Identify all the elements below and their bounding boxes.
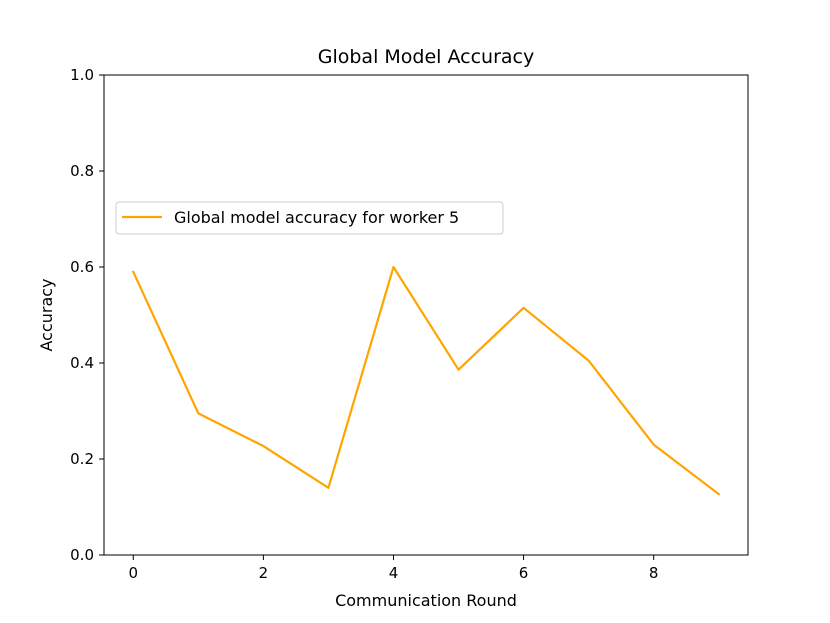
legend-entry-label: Global model accuracy for worker 5	[174, 208, 459, 227]
series-layer	[131, 265, 721, 496]
legend: Global model accuracy for worker 5	[115, 201, 504, 235]
y-tick-label: 0.6	[70, 258, 94, 276]
x-tick-label: 8	[649, 564, 659, 582]
y-tick-label: 0.2	[70, 450, 94, 468]
y-tick-label: 0.4	[70, 354, 94, 372]
series-line	[131, 265, 721, 496]
x-tick-label: 2	[259, 564, 269, 582]
x-tick-label: 0	[128, 564, 138, 582]
x-tick-label: 4	[389, 564, 399, 582]
axis-ticks: 0 2 4 6 8 0.0 0.2 0.4 0.6 0.8 1.0	[70, 66, 658, 582]
x-tick-label: 6	[519, 564, 529, 582]
y-tick-label: 0.0	[70, 546, 94, 564]
y-tick-label: 0.8	[70, 162, 94, 180]
chart-title: Global Model Accuracy	[318, 46, 534, 68]
legend-box	[115, 201, 504, 235]
y-axis-label: Accuracy	[37, 278, 56, 351]
y-tick-label: 1.0	[70, 66, 94, 84]
plot-area-frame	[103, 74, 749, 556]
x-axis-label: Communication Round	[335, 591, 517, 610]
